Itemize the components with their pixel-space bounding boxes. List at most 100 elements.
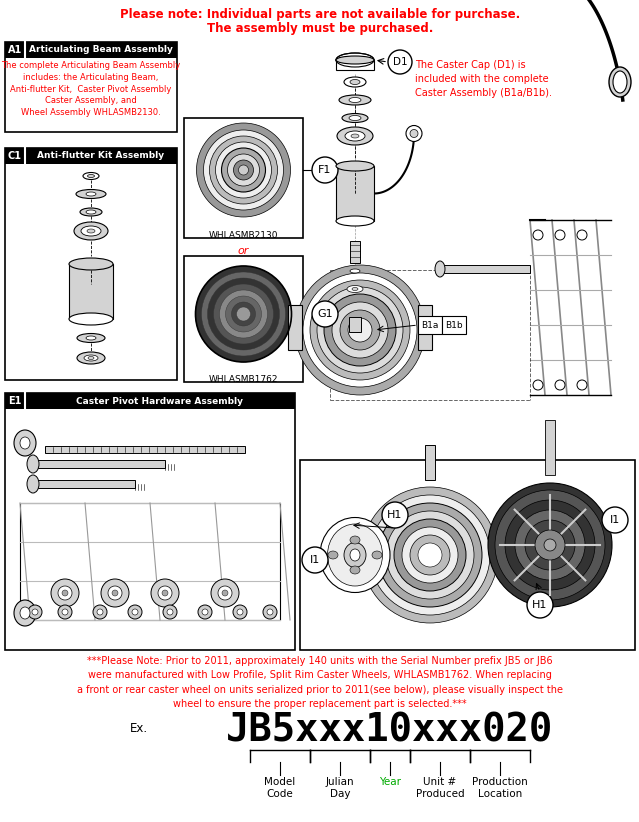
Circle shape [505,500,595,590]
Circle shape [222,148,265,192]
Ellipse shape [339,95,371,105]
Ellipse shape [77,334,105,343]
Circle shape [210,136,277,204]
Ellipse shape [336,216,374,226]
Circle shape [382,502,408,528]
Ellipse shape [88,174,95,178]
Circle shape [58,586,72,600]
Ellipse shape [344,77,366,87]
Text: I1: I1 [310,555,320,565]
Text: C1: C1 [8,151,22,161]
Bar [5,393,295,650]
Ellipse shape [328,551,338,559]
Circle shape [317,287,403,373]
Circle shape [233,605,247,619]
Ellipse shape [609,67,631,97]
Circle shape [58,605,72,619]
Bar [20,503,280,620]
Bar [35,480,135,488]
Text: The complete Articulating Beam Assembly
includes: the Articulating Beam,
Anti-fl: The complete Articulating Beam Assembly … [1,61,181,118]
Text: Production
Location: Production Location [472,777,528,799]
Ellipse shape [342,113,368,122]
Bar [300,460,635,650]
Bar [184,256,303,382]
Bar [545,420,555,475]
Text: H1: H1 [387,510,403,520]
Circle shape [211,579,239,607]
Ellipse shape [350,536,360,544]
Circle shape [227,154,259,186]
Ellipse shape [344,543,366,567]
Circle shape [310,280,410,380]
Circle shape [370,495,490,615]
Circle shape [295,265,425,395]
Circle shape [233,160,254,180]
Bar [5,42,177,58]
Circle shape [324,294,396,366]
Circle shape [348,318,372,342]
Text: H1: H1 [532,600,548,610]
Text: Julian
Day: Julian Day [326,777,354,799]
Ellipse shape [14,600,36,626]
Circle shape [62,590,68,596]
Bar [45,446,245,453]
Bar [5,393,295,409]
Ellipse shape [349,116,361,121]
Circle shape [386,511,474,599]
Circle shape [410,535,450,575]
Circle shape [418,543,442,567]
Ellipse shape [86,192,96,196]
Text: D1: D1 [393,57,407,67]
Text: F1: F1 [318,165,332,175]
Ellipse shape [80,208,102,216]
Circle shape [196,266,291,362]
Text: Year: Year [379,777,401,787]
Ellipse shape [69,313,113,325]
Ellipse shape [81,226,101,236]
Ellipse shape [350,549,360,561]
Ellipse shape [347,285,363,293]
Ellipse shape [76,190,106,198]
Text: E1: E1 [8,396,22,406]
Bar [350,241,360,263]
Bar [425,445,435,480]
Ellipse shape [336,56,374,64]
Circle shape [555,380,565,390]
Circle shape [515,510,585,580]
Circle shape [406,126,422,141]
Bar [349,317,361,332]
Circle shape [577,380,587,390]
Text: or: or [238,246,249,256]
Circle shape [93,605,107,619]
Circle shape [303,273,417,387]
Ellipse shape [341,266,369,275]
Circle shape [198,605,212,619]
Circle shape [222,590,228,596]
Bar [184,118,303,238]
Circle shape [101,579,129,607]
Ellipse shape [350,566,360,574]
Ellipse shape [27,475,39,493]
Text: Please note: Individual parts are not available for purchase.: Please note: Individual parts are not av… [120,8,520,21]
Circle shape [527,592,553,618]
Text: G1: G1 [317,309,333,319]
Text: ***Please Note: Prior to 2011, approximately 140 units with the Serial Number pr: ***Please Note: Prior to 2011, approxima… [77,656,563,709]
Circle shape [410,130,418,137]
Circle shape [602,507,628,533]
Circle shape [197,123,291,217]
Ellipse shape [20,607,30,619]
Circle shape [163,605,177,619]
Circle shape [340,310,380,350]
Circle shape [220,290,268,338]
Circle shape [128,605,142,619]
Ellipse shape [86,210,96,214]
Bar [69,264,113,319]
Circle shape [158,586,172,600]
Circle shape [162,590,168,596]
Circle shape [525,520,575,570]
Bar [288,305,302,350]
Circle shape [535,530,565,560]
Ellipse shape [27,455,39,473]
Ellipse shape [435,261,445,277]
Circle shape [312,157,338,183]
